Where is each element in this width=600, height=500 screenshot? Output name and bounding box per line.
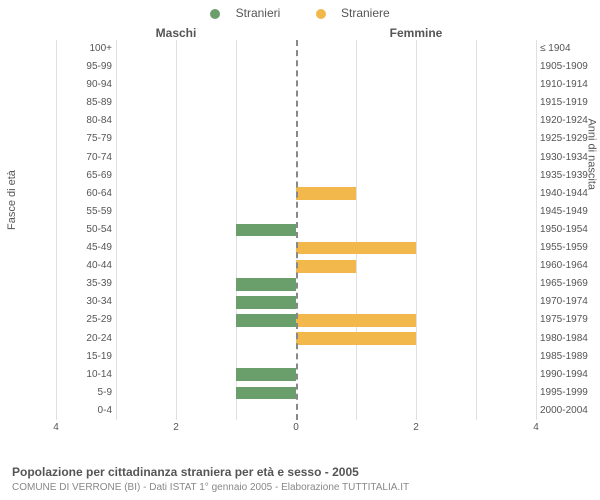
- legend: Stranieri Straniere: [0, 6, 600, 20]
- xtick: 2: [173, 422, 179, 433]
- ytick-age: 40-44: [62, 257, 112, 275]
- ytick-birth: 1915-1919: [540, 94, 600, 112]
- ytick-age: 25-29: [62, 311, 112, 329]
- ytick-age: 100+: [62, 40, 112, 58]
- ytick-age: 90-94: [62, 76, 112, 94]
- female-half: [296, 275, 536, 293]
- female-half: [296, 58, 536, 76]
- female-bar: [296, 242, 416, 255]
- ytick-age: 0-4: [62, 402, 112, 420]
- ytick-birth: 2000-2004: [540, 402, 600, 420]
- ytick-age: 20-24: [62, 330, 112, 348]
- ytick-birth: 1905-1909: [540, 58, 600, 76]
- ytick-age: 60-64: [62, 185, 112, 203]
- ytick-age: 85-89: [62, 94, 112, 112]
- ytick-age: 5-9: [62, 384, 112, 402]
- female-half: [296, 112, 536, 130]
- male-bar: [236, 296, 296, 309]
- ytick-age: 95-99: [62, 58, 112, 76]
- female-half: [296, 311, 536, 329]
- xtick: 4: [533, 422, 539, 433]
- ytick-birth: 1930-1934: [540, 149, 600, 167]
- female-half: [296, 76, 536, 94]
- female-half: [296, 40, 536, 58]
- ytick-birth: 1980-1984: [540, 330, 600, 348]
- female-half: [296, 130, 536, 148]
- ytick-age: 75-79: [62, 130, 112, 148]
- xtick: 0: [293, 422, 299, 433]
- female-bar: [296, 332, 416, 345]
- ytick-birth: 1920-1924: [540, 112, 600, 130]
- male-bar: [236, 314, 296, 327]
- ytick-birth: 1985-1989: [540, 348, 600, 366]
- ytick-birth: 1995-1999: [540, 384, 600, 402]
- female-bar: [296, 187, 356, 200]
- male-bar: [236, 387, 296, 400]
- female-half: [296, 239, 536, 257]
- x-axis: 4 2 0 2 4: [56, 422, 536, 438]
- male-bar: [236, 368, 296, 381]
- legend-label-female: Straniere: [341, 6, 390, 20]
- female-half: [296, 348, 536, 366]
- chart-title: Popolazione per cittadinanza straniera p…: [12, 465, 409, 481]
- female-half: [296, 149, 536, 167]
- ytick-birth: 1965-1969: [540, 275, 600, 293]
- xtick: 2: [413, 422, 419, 433]
- legend-item-female: Straniere: [308, 6, 398, 20]
- ytick-birth: 1935-1939: [540, 167, 600, 185]
- female-half: [296, 167, 536, 185]
- side-title-right: Femmine: [296, 26, 536, 40]
- ytick-age: 15-19: [62, 348, 112, 366]
- ytick-birth: 1945-1949: [540, 203, 600, 221]
- ytick-birth: 1940-1944: [540, 185, 600, 203]
- chart-footer: Popolazione per cittadinanza straniera p…: [12, 465, 409, 494]
- side-title-left: Maschi: [56, 26, 296, 40]
- female-half: [296, 94, 536, 112]
- female-half: [296, 366, 536, 384]
- ytick-age: 30-34: [62, 293, 112, 311]
- legend-swatch-female: [316, 9, 326, 19]
- population-pyramid-chart: Stranieri Straniere Maschi Femmine 42024…: [0, 0, 600, 500]
- chart-subtitle: COMUNE DI VERRONE (BI) - Dati ISTAT 1° g…: [12, 481, 409, 494]
- ytick-age: 55-59: [62, 203, 112, 221]
- ytick-birth: 1910-1914: [540, 76, 600, 94]
- ytick-birth: 1925-1929: [540, 130, 600, 148]
- female-bar: [296, 314, 416, 327]
- xtick: 4: [53, 422, 59, 433]
- female-half: [296, 221, 536, 239]
- ytick-age: 70-74: [62, 149, 112, 167]
- female-half: [296, 257, 536, 275]
- legend-swatch-male: [210, 9, 220, 19]
- ytick-birth: 1970-1974: [540, 293, 600, 311]
- legend-label-male: Stranieri: [236, 6, 281, 20]
- y-axis-label-left: Fasce di età: [6, 170, 18, 230]
- female-bar: [296, 260, 356, 273]
- ytick-birth: 1960-1964: [540, 257, 600, 275]
- ytick-birth: 1950-1954: [540, 221, 600, 239]
- ytick-age: 35-39: [62, 275, 112, 293]
- ytick-age: 65-69: [62, 167, 112, 185]
- ytick-age: 45-49: [62, 239, 112, 257]
- female-half: [296, 402, 536, 420]
- female-half: [296, 384, 536, 402]
- male-bar: [236, 278, 296, 291]
- ytick-age: 50-54: [62, 221, 112, 239]
- ytick-birth: 1955-1959: [540, 239, 600, 257]
- ytick-age: 10-14: [62, 366, 112, 384]
- female-half: [296, 185, 536, 203]
- gridline: [536, 40, 537, 420]
- ytick-birth: ≤ 1904: [540, 40, 600, 58]
- ytick-age: 80-84: [62, 112, 112, 130]
- center-divider: [296, 40, 298, 420]
- ytick-birth: 1975-1979: [540, 311, 600, 329]
- female-half: [296, 330, 536, 348]
- ytick-birth: 1990-1994: [540, 366, 600, 384]
- legend-item-male: Stranieri: [202, 6, 291, 20]
- female-half: [296, 293, 536, 311]
- female-half: [296, 203, 536, 221]
- male-bar: [236, 224, 296, 237]
